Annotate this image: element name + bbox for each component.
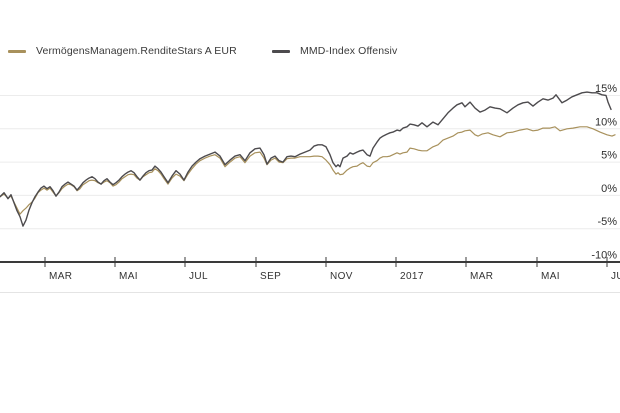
x-axis-label-6: MAR	[470, 271, 493, 282]
x-axis-line	[0, 261, 620, 263]
legend-label-index: MMD-Index Offensiv	[300, 45, 398, 57]
x-axis-label-4: NOV	[330, 271, 353, 282]
x-axis-label-0: MAR	[49, 271, 72, 282]
series-line-0	[0, 126, 616, 215]
x-axis-label-7: MAI	[541, 271, 560, 282]
legend-label-fund: VermögensManagem.RenditeStars A EUR	[36, 45, 237, 57]
x-axis-label-5: 2017	[400, 271, 424, 282]
y-axis-label-0: 0%	[601, 183, 617, 195]
x-axis-label-3: SEP	[260, 271, 281, 282]
y-axis-label--5: -5%	[597, 216, 617, 228]
x-axis-label-8: JUL	[611, 271, 620, 282]
chart-legend: VermögensManagem.RenditeStars A EUR MMD-…	[0, 43, 620, 59]
legend-item-fund[interactable]: VermögensManagem.RenditeStars A EUR	[8, 43, 237, 59]
y-axis-label--10: -10%	[591, 250, 617, 262]
x-axis-label-1: MAI	[119, 271, 138, 282]
index-line-swatch	[272, 49, 290, 53]
x-axis-label-2: JUL	[189, 271, 208, 282]
y-axis-label-10: 10%	[595, 116, 617, 128]
y-axis-label-15: 15%	[595, 83, 617, 95]
y-axis-label-5: 5%	[601, 150, 617, 162]
legend-item-index[interactable]: MMD-Index Offensiv	[272, 43, 397, 59]
fund-line-swatch	[8, 49, 26, 53]
series-line-1	[0, 91, 612, 227]
